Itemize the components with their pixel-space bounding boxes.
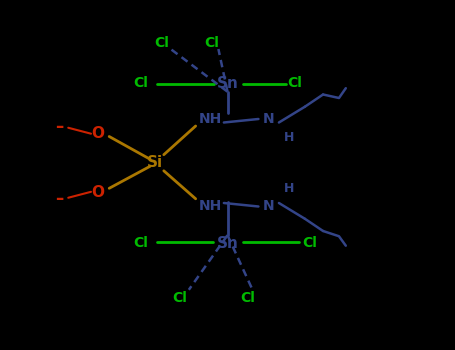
- Text: Cl: Cl: [134, 76, 148, 90]
- Text: Cl: Cl: [134, 236, 148, 250]
- Text: N: N: [263, 199, 274, 213]
- Text: Si: Si: [147, 155, 163, 170]
- Text: NH: NH: [198, 199, 222, 213]
- Text: Cl: Cl: [204, 36, 219, 50]
- Text: Sn: Sn: [217, 236, 238, 251]
- Text: –: –: [55, 118, 63, 136]
- Text: NH: NH: [198, 112, 222, 126]
- Text: –: –: [55, 190, 63, 208]
- Text: N: N: [263, 112, 274, 126]
- Text: O: O: [91, 126, 104, 140]
- Text: Sn: Sn: [217, 77, 238, 91]
- Text: Cl: Cl: [302, 236, 317, 250]
- Text: H: H: [284, 131, 294, 144]
- Text: Cl: Cl: [172, 291, 187, 305]
- Text: Cl: Cl: [288, 76, 302, 90]
- Text: O: O: [91, 185, 104, 200]
- Text: Cl: Cl: [241, 291, 255, 305]
- Text: H: H: [284, 182, 294, 195]
- Text: Cl: Cl: [154, 36, 169, 50]
